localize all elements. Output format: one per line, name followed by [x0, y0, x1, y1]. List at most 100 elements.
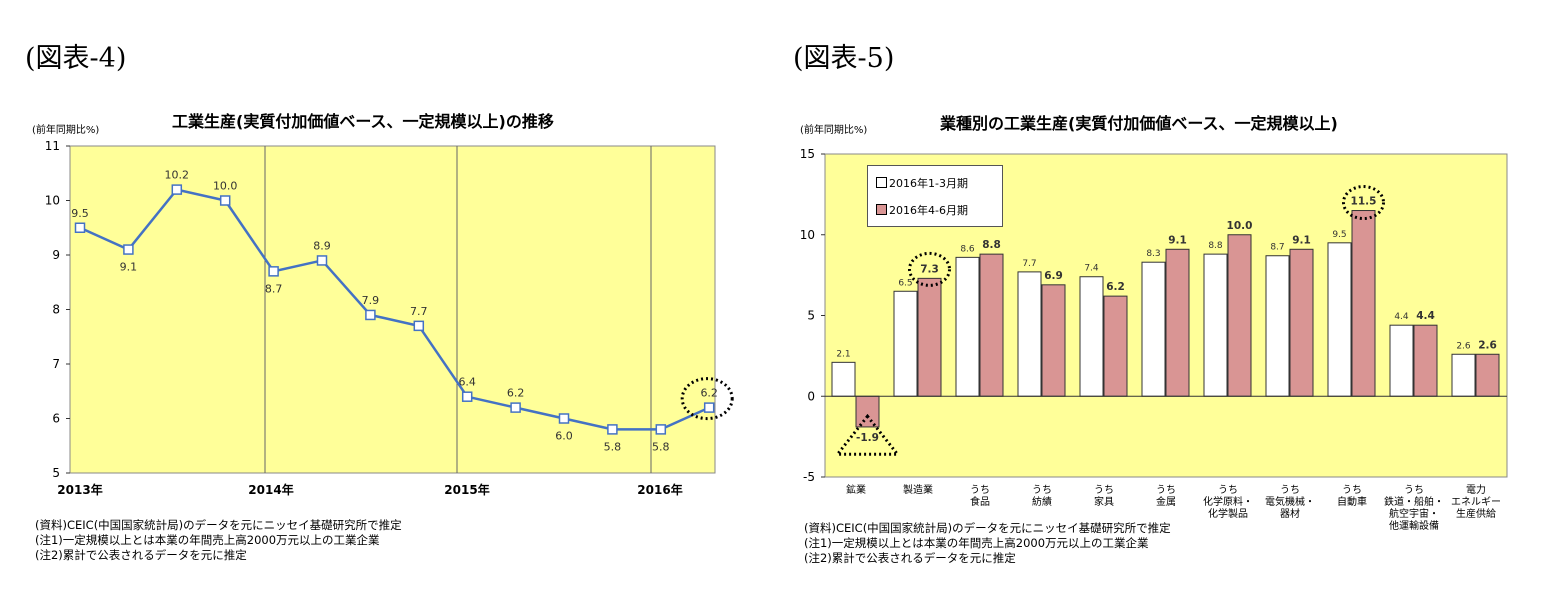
chart2-category-label: 電気機械・: [1265, 495, 1315, 508]
chart1-y-tick-label: 11: [45, 139, 60, 153]
chart2-bar-q1: [1141, 261, 1166, 397]
chart1-data-label: 6.2: [700, 387, 718, 400]
chart2-bar-q2: [1475, 353, 1500, 397]
chart2-y-tick-label: -5: [803, 470, 815, 484]
chart2-category-label: エネルギー: [1451, 496, 1501, 508]
chart1-data-point: [365, 309, 376, 321]
chart1-data-label: 6.2: [507, 387, 525, 400]
chart2-data-label-q1: 2.6: [1456, 341, 1471, 351]
chart1-data-point: [74, 222, 86, 233]
chart2-data-label-q1: 7.7: [1022, 259, 1036, 269]
chart1-data-label: 9.5: [71, 207, 89, 220]
chart2-category-label: 紡績: [1032, 495, 1052, 508]
chart1-data-point: [510, 402, 521, 413]
chart1-data-label: 5.8: [604, 440, 622, 453]
legend-label-q1: 2016年1-3月期: [889, 177, 968, 190]
chart1-series-line: [79, 188, 710, 431]
chart2-category-label: うち: [1280, 484, 1300, 496]
chart1-note-source: (資料)CEIC(中国国家統計局)のデータを元にニッセイ基礎研究所で推定: [35, 518, 402, 532]
chart1-y-tick-label: 8: [52, 303, 60, 317]
chart2-bar-q2: [1227, 234, 1252, 397]
chart2-bar-q1: [893, 290, 918, 397]
chart2-bar-q2: [1165, 248, 1190, 397]
chart2-data-label-q2: 6.2: [1106, 281, 1125, 293]
chart1-data-point: [703, 402, 715, 413]
chart1-data-point: [413, 320, 425, 332]
chart2-data-label-q2: 6.9: [1044, 270, 1063, 282]
chart2-data-label-q2: 4.4: [1416, 310, 1435, 322]
legend-swatch-q2: [876, 204, 887, 215]
chart2-category-label: うち: [1094, 484, 1114, 496]
chart1-data-label: 8.7: [265, 282, 283, 295]
chart2-y-tick-label: 0: [807, 389, 815, 403]
chart1-data-point: [123, 244, 134, 255]
chart2-bar-q2: [1041, 284, 1066, 397]
chart1-plot-area: [69, 145, 716, 474]
chart2-title: 業種別の工業生産(実質付加価値ベース、一定規模以上): [940, 114, 1338, 133]
legend-item-q2: 2016年4-6月期: [876, 202, 968, 218]
chart2-bar-q1: [955, 256, 980, 397]
chart1-data-label: 10.0: [213, 180, 238, 193]
chart1-data-label: 7.7: [410, 305, 428, 318]
chart2-note-source: (資料)CEIC(中国国家統計局)のデータを元にニッセイ基礎研究所で推定: [804, 521, 1171, 535]
chart2-category-label: 他運輸設備: [1389, 519, 1439, 532]
chart2-bar-q1: [1451, 353, 1476, 397]
chart2-data-label-q2: 10.0: [1227, 220, 1253, 232]
legend-label-q2: 2016年4-6月期: [889, 204, 968, 217]
chart2-y-tick-label: 5: [807, 309, 815, 323]
chart2-bar-q1: [1327, 242, 1352, 397]
chart2-data-label-q2: 7.3: [920, 263, 939, 275]
chart2-note-2: (注2)累計で公表されるデータを元に推定: [804, 551, 1016, 565]
chart2-bar-q1: [1265, 255, 1290, 397]
chart1-data-point: [171, 184, 183, 195]
chart2-category-label: うち: [1032, 484, 1052, 496]
chart2-data-label-q2: 2.6: [1478, 339, 1497, 351]
chart1-x-year-label: 2014年: [248, 482, 293, 497]
chart2-data-label-q2: 8.8: [982, 239, 1001, 251]
chart1-y-tick-label: 6: [52, 412, 60, 426]
industrial-production-line-chart: 5 6 7 8 9 10 11 2013年 2014年 2015年 2016年 9.5 9.1 10.2 1…: [45, 139, 734, 497]
chart2-category-label: 航空宇宙・: [1389, 507, 1439, 520]
chart1-note-2: (注2)累計で公表されるデータを元に推定: [35, 548, 247, 562]
figure-5-label: (図表-5): [793, 43, 895, 74]
chart1-data-label: 6.0: [555, 430, 573, 443]
chart2-data-label-q2: -1.9: [856, 432, 879, 444]
chart1-title: 工業生産(実質付加価値ベース、一定規模以上)の推移: [172, 112, 554, 131]
chart1-data-point: [607, 424, 618, 435]
chart2-unit-label: (前年同期比%): [800, 125, 868, 136]
chart2-data-label-q2: 9.1: [1168, 234, 1187, 246]
chart1-data-point: [461, 391, 473, 402]
chart1-data-point: [268, 266, 279, 277]
chart2-category-label: 電力: [1466, 483, 1486, 496]
chart2-data-label-q1: 8.3: [1146, 249, 1160, 259]
chart1-x-year-label: 2013年: [57, 482, 102, 497]
chart2-data-label-q1: 8.6: [960, 244, 975, 254]
chart2-category-label: 鉄道・船舶・: [1384, 495, 1444, 508]
chart2-data-label-q1: 6.5: [898, 278, 912, 288]
chart2-category-label: 器材: [1280, 507, 1300, 520]
chart1-x-year-label: 2016年: [637, 482, 682, 497]
chart2-category-label: うち: [1342, 484, 1362, 496]
chart2-category-label: 化学製品: [1208, 507, 1248, 520]
chart2-category-label: 製造業: [903, 483, 933, 496]
chart2-y-tick-label: 10: [800, 228, 815, 242]
chart2-bar-q1: [831, 361, 856, 397]
chart1-data-label: 8.9: [313, 239, 331, 252]
chart2-bar-q1: [1079, 276, 1104, 397]
chart1-data-label: 6.4: [458, 376, 476, 389]
chart2-legend: 2016年1-3月期 2016年4-6月期: [867, 165, 1003, 227]
chart2-bar-q1: [1203, 253, 1228, 397]
chart2-data-label-q1: 7.4: [1084, 264, 1099, 274]
chart1-notes: (資料)CEIC(中国国家統計局)のデータを元にニッセイ基礎研究所で推定 (注1…: [35, 518, 402, 563]
chart2-bar-q2: [1103, 295, 1128, 397]
chart2-category-label: 化学原料・: [1203, 495, 1253, 508]
chart1-data-point: [655, 424, 667, 435]
chart1-data-label: 10.2: [165, 169, 190, 182]
chart1-data-label: 7.9: [362, 294, 380, 307]
chart2-highlight-manufacturing: [908, 251, 951, 287]
chart2-category-label: 金属: [1156, 495, 1176, 508]
chart2-category-label: 家具: [1094, 495, 1114, 508]
chart1-y-tick-label: 7: [52, 357, 60, 371]
chart2-bar-q2: [1289, 248, 1314, 397]
